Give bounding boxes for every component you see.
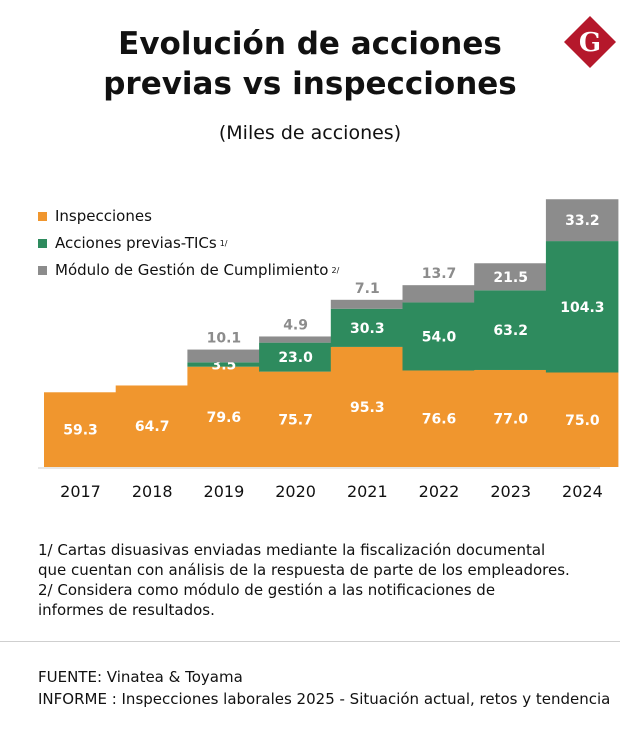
footnotes: 1/ Cartas disuasivas enviadas mediante l… xyxy=(38,540,598,620)
footnote-line: 2/ Considera como módulo de gestión a la… xyxy=(38,581,496,599)
bar-inspecciones-2024 xyxy=(545,372,619,467)
source-block: FUENTE: Vinatea & Toyama INFORME : Inspe… xyxy=(38,666,610,710)
bar-acciones-previas-2023 xyxy=(474,290,547,370)
divider xyxy=(0,641,620,642)
bar-modulo-2020 xyxy=(259,336,332,343)
data-label-modulo-2023: 21.5 xyxy=(493,270,528,286)
bar-modulo-2023 xyxy=(474,263,547,291)
data-label-inspecciones-2021: 95.3 xyxy=(350,400,385,416)
x-tick-label-2017: 2017 xyxy=(60,482,101,501)
data-label-modulo-2020: 4.9 xyxy=(283,317,308,333)
x-tick-label-2019: 2019 xyxy=(204,482,245,501)
source-text: FUENTE: Vinatea & Toyama xyxy=(38,668,243,686)
chart-subtitle: (Miles de acciones) xyxy=(218,122,402,144)
chart-title: Evolución de acciones previas vs inspecc… xyxy=(60,24,560,104)
footnote-line: informes de resultados. xyxy=(38,601,215,619)
footnote-line: que cuentan con análisis de la respuesta… xyxy=(38,561,570,579)
bar-inspecciones-2022 xyxy=(402,370,475,467)
legend-item-modulo: Módulo de Gestión de Cumplimiento 2/ xyxy=(38,257,339,283)
g-logo-icon: G xyxy=(564,16,616,68)
data-label-modulo-2021: 7.1 xyxy=(355,281,380,297)
bar-acciones-previas-2024 xyxy=(545,241,619,373)
bar-inspecciones-2017 xyxy=(44,392,117,467)
data-label-modulo-2024: 33.2 xyxy=(565,213,600,229)
bar-modulo-2022 xyxy=(402,285,475,303)
data-label-inspecciones-2020: 75.7 xyxy=(278,412,313,428)
data-label-acciones-previas-2024: 104.3 xyxy=(560,300,604,316)
legend-swatch-modulo xyxy=(38,265,47,275)
data-label-modulo-2019: 10.1 xyxy=(207,331,242,347)
footnote-line: 1/ Cartas disuasivas enviadas mediante l… xyxy=(38,541,546,559)
legend-swatch-inspecciones xyxy=(38,211,47,221)
logo-diamond xyxy=(564,16,616,68)
legend-swatch-acciones-previas xyxy=(38,238,47,248)
data-label-modulo-2022: 13.7 xyxy=(422,266,457,282)
title-line-2: previas vs inspecciones xyxy=(103,66,517,102)
report-text: INFORME : Inspecciones laborales 2025 - … xyxy=(38,690,611,708)
bar-inspecciones-2023 xyxy=(474,369,547,467)
bar-acciones-previas-2020 xyxy=(259,342,332,372)
legend-label-acciones-previas: Acciones previas-TICs xyxy=(55,234,217,252)
legend-item-inspecciones: Inspecciones xyxy=(38,203,339,229)
data-label-inspecciones-2023: 77.0 xyxy=(493,411,528,427)
data-label-inspecciones-2024: 75.0 xyxy=(565,413,600,429)
legend-label-inspecciones: Inspecciones xyxy=(55,207,152,225)
title-line-1: Evolución de acciones xyxy=(118,26,502,62)
legend: Inspecciones Acciones previas-TICs 1/ Mó… xyxy=(38,203,339,284)
data-label-inspecciones-2017: 59.3 xyxy=(63,423,98,439)
x-tick-label-2024: 2024 xyxy=(562,482,603,501)
legend-footnote-1: 1/ xyxy=(219,238,228,248)
stacked-bar-chart: 59.3201764.7201879.63.510.1201975.723.04… xyxy=(38,199,619,501)
logo-letter: G xyxy=(579,28,601,58)
data-label-inspecciones-2019: 79.6 xyxy=(207,410,242,426)
x-tick-label-2018: 2018 xyxy=(132,482,173,501)
data-label-acciones-previas-2020: 23.0 xyxy=(278,350,313,366)
legend-item-acciones-previas: Acciones previas-TICs 1/ xyxy=(38,230,339,256)
legend-label-modulo: Módulo de Gestión de Cumplimiento xyxy=(55,261,329,279)
x-tick-label-2022: 2022 xyxy=(419,482,460,501)
bar-inspecciones-2021 xyxy=(330,346,404,467)
x-tick-label-2023: 2023 xyxy=(490,482,531,501)
bar-inspecciones-2019 xyxy=(187,366,260,467)
legend-footnote-2: 2/ xyxy=(331,265,340,275)
bar-acciones-previas-2021 xyxy=(330,308,404,347)
data-label-inspecciones-2018: 64.7 xyxy=(135,419,170,435)
data-label-acciones-previas-2022: 54.0 xyxy=(422,329,457,345)
x-tick-label-2020: 2020 xyxy=(275,482,316,501)
bar-inspecciones-2020 xyxy=(259,371,332,467)
data-label-acciones-previas-2021: 30.3 xyxy=(350,321,385,337)
x-tick-label-2021: 2021 xyxy=(347,482,388,501)
bar-acciones-previas-2022 xyxy=(402,302,475,371)
bar-acciones-previas-2019 xyxy=(187,362,260,367)
bar-modulo-2021 xyxy=(330,299,404,309)
bar-modulo-2019 xyxy=(187,349,260,363)
bar-inspecciones-2018 xyxy=(115,385,189,467)
data-label-inspecciones-2022: 76.6 xyxy=(422,412,457,428)
data-label-acciones-previas-2023: 63.2 xyxy=(493,323,528,339)
bar-modulo-2024 xyxy=(545,199,619,242)
